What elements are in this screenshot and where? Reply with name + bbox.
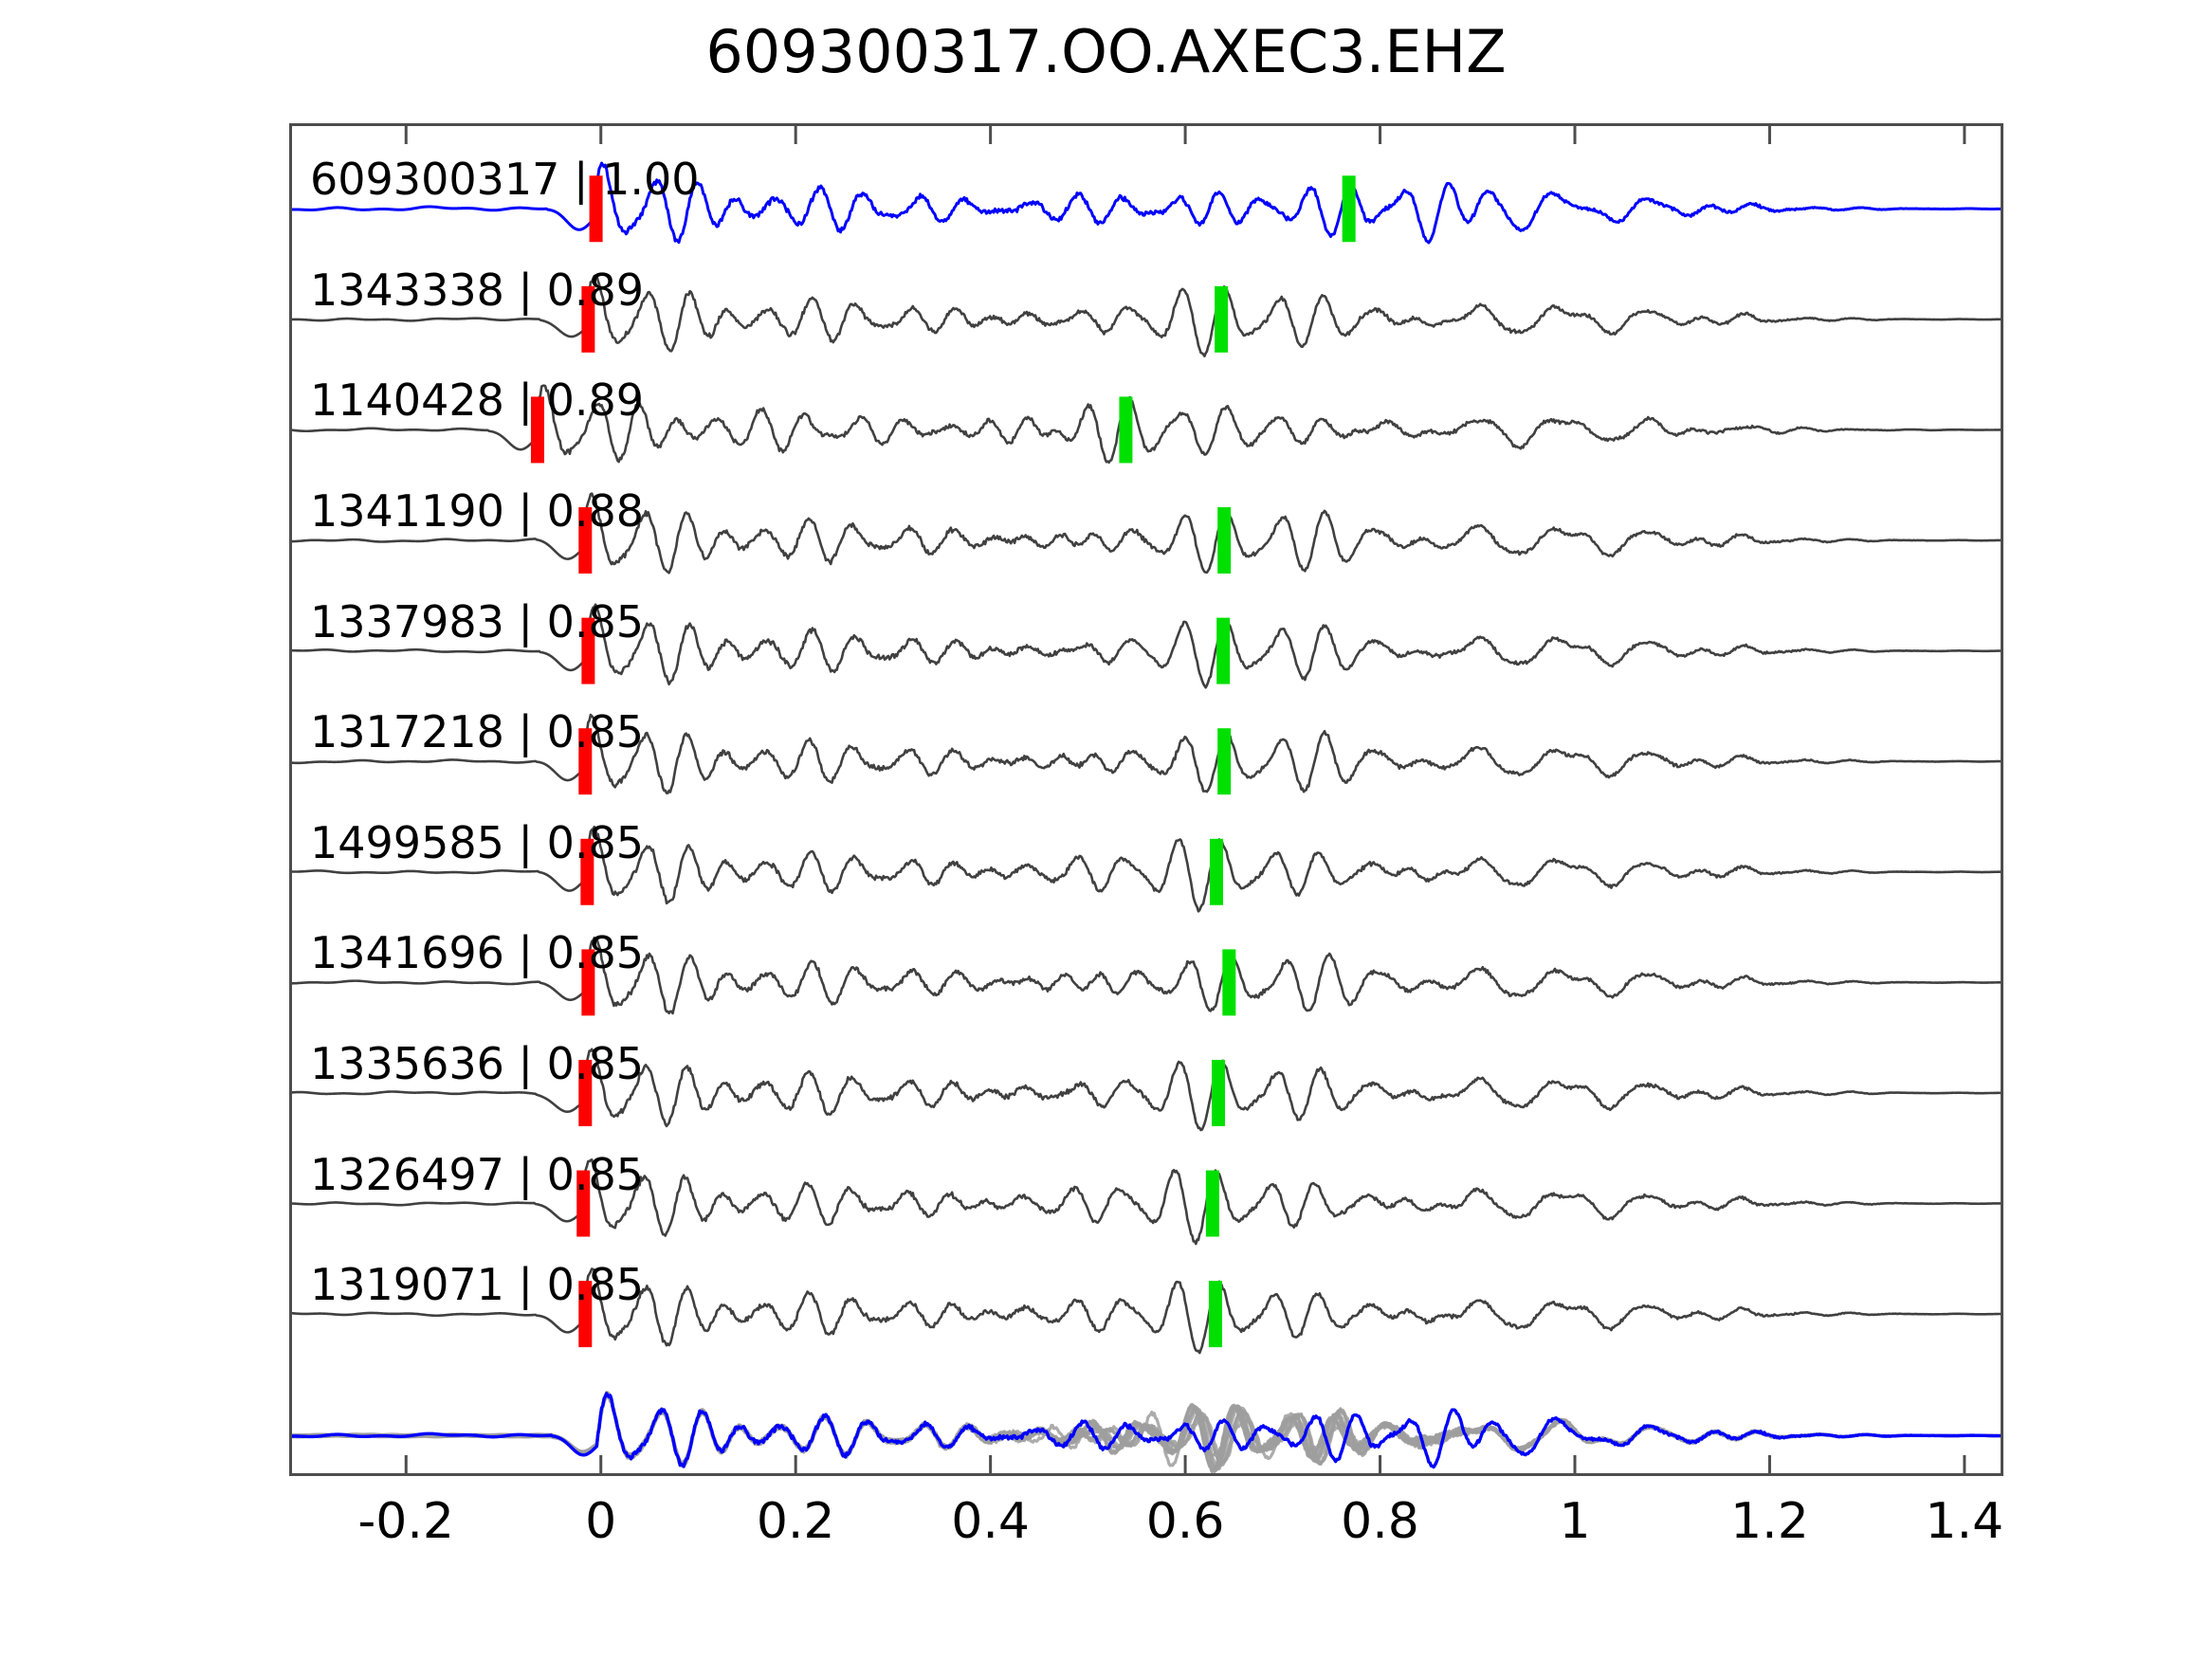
trace-label: 1326497 | 0.85 (310, 1148, 645, 1200)
s-pick-marker[interactable] (1342, 175, 1356, 243)
trace-group (289, 492, 2003, 574)
trace-group (289, 274, 2003, 357)
stack-panel-group (289, 1391, 2003, 1474)
s-pick-marker[interactable] (1217, 507, 1232, 574)
trace-group (289, 936, 2003, 1016)
match-waveform (289, 1048, 2003, 1132)
s-pick-marker[interactable] (1217, 728, 1232, 795)
x-tick-label: 0.8 (1341, 1493, 1419, 1550)
trace-group (289, 1267, 2003, 1355)
p-pick-marker[interactable] (578, 507, 593, 574)
p-pick-marker[interactable] (578, 1281, 593, 1348)
trace-label: 1499585 | 0.85 (310, 816, 645, 868)
x-tick-label: 1.2 (1730, 1493, 1809, 1550)
stack-template-trace (289, 1392, 2003, 1469)
p-pick-marker[interactable] (580, 838, 594, 905)
trace-group (289, 713, 2003, 795)
waveform-canvas (289, 123, 2003, 1476)
s-pick-marker[interactable] (1212, 1059, 1226, 1126)
page-title: 609300317.OO.AXEC3.EHZ (705, 17, 1507, 86)
match-waveform (289, 492, 2003, 574)
trace-label: 1341190 | 0.88 (310, 485, 645, 538)
trace-label: 1317218 | 0.85 (310, 706, 645, 758)
trace-label: 1140428 | 0.89 (310, 374, 645, 427)
match-waveform (289, 825, 2003, 913)
s-pick-marker[interactable] (1215, 285, 1229, 353)
p-pick-marker[interactable] (581, 949, 595, 1016)
s-pick-marker[interactable] (1119, 396, 1133, 464)
match-waveform (289, 603, 2003, 689)
template-waveform (289, 161, 2003, 245)
p-pick-marker[interactable] (530, 396, 544, 464)
p-pick-marker[interactable] (581, 285, 595, 353)
x-tick-label: -0.2 (357, 1493, 454, 1550)
trace-group (289, 384, 2003, 465)
match-waveform (289, 1267, 2003, 1355)
s-pick-marker[interactable] (1209, 838, 1223, 905)
trace-group (289, 1048, 2003, 1132)
x-tick-label: 0.2 (756, 1493, 835, 1550)
trace-label: 1341696 | 0.85 (310, 927, 645, 979)
trace-group (289, 603, 2003, 689)
x-axis-tick-labels: -0.2 0 0.2 0.4 0.6 0.8 1 1.2 1.4 (289, 1493, 2004, 1559)
x-tick-label: 0 (585, 1493, 617, 1550)
match-waveform (289, 1158, 2003, 1246)
x-tick-label: 1.4 (1925, 1493, 2004, 1550)
x-tick-label: 1 (1559, 1493, 1591, 1550)
p-pick-marker[interactable] (581, 617, 595, 684)
trace-label: 609300317 | 1.00 (310, 154, 700, 206)
plot-area: 609300317 | 1.00 1343338 | 0.89 1140428 | … (289, 123, 2003, 1476)
s-pick-marker[interactable] (1208, 1281, 1222, 1348)
trace-label: 1337983 | 0.85 (310, 595, 645, 647)
p-pick-marker[interactable] (576, 1170, 591, 1237)
trace-group (289, 1158, 2003, 1246)
s-pick-marker[interactable] (1222, 949, 1236, 1016)
stack-overlay-trace (289, 1394, 2003, 1470)
match-waveform (289, 713, 2003, 794)
p-pick-marker[interactable] (589, 175, 603, 243)
x-tick-label: 0.6 (1145, 1493, 1225, 1550)
s-pick-marker[interactable] (1216, 617, 1231, 684)
match-waveform (289, 384, 2003, 465)
p-pick-marker[interactable] (578, 728, 593, 795)
trace-group (289, 161, 2003, 245)
p-pick-marker[interactable] (578, 1059, 593, 1126)
trace-label: 1335636 | 0.85 (310, 1037, 645, 1089)
match-waveform (289, 936, 2003, 1015)
x-axis-ticks (404, 123, 1966, 1476)
x-tick-label: 0.4 (951, 1493, 1030, 1550)
s-pick-marker[interactable] (1205, 1170, 1219, 1237)
match-waveform (289, 274, 2003, 357)
trace-label: 1319071 | 0.85 (310, 1259, 645, 1311)
trace-label: 1343338 | 0.89 (310, 264, 645, 316)
trace-group (289, 825, 2003, 913)
